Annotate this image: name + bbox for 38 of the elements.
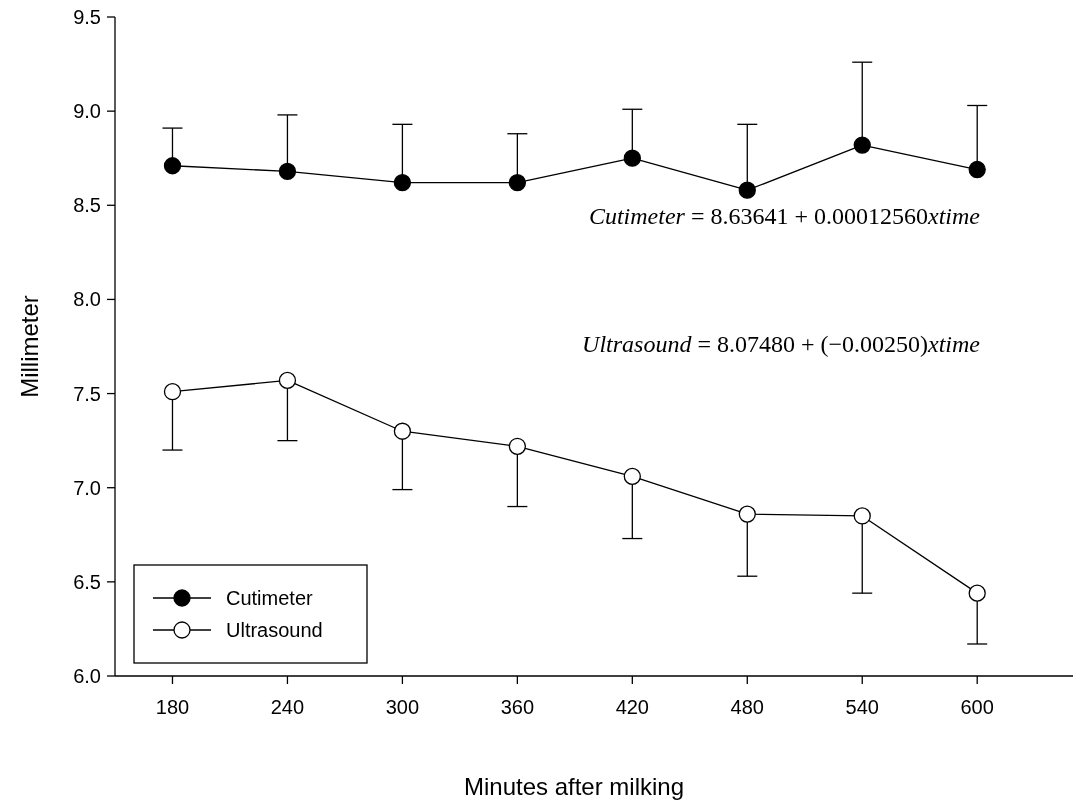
point — [968, 584, 986, 602]
y-tick-label: 9.5 — [73, 6, 101, 28]
y-tick-label: 6.5 — [73, 570, 101, 593]
point — [623, 467, 641, 486]
point — [853, 507, 871, 525]
point — [623, 149, 641, 167]
x-tick-label: 240 — [270, 696, 305, 718]
x-tick-label: 480 — [730, 696, 764, 718]
point — [278, 371, 297, 390]
point — [968, 160, 986, 179]
x-tick-label: 180 — [155, 696, 190, 718]
point — [508, 437, 527, 455]
x-tick-label: 420 — [615, 696, 650, 718]
annotation: Ultrasound = 8.07480 + (−0.00250)xtime — [582, 331, 981, 358]
y-axis-title: Millimeter — [16, 295, 43, 398]
point — [853, 136, 871, 154]
point — [163, 383, 182, 401]
annotation: Cutimeter = 8.63641 + 0.00012560xtime — [588, 203, 981, 230]
x-tick-label: 540 — [845, 696, 879, 718]
point — [163, 157, 182, 175]
x-tick-label: 300 — [385, 696, 420, 718]
y-tick-label: 8.0 — [73, 288, 101, 311]
point — [508, 174, 527, 192]
point — [278, 162, 297, 181]
y-tick-label: 7.5 — [73, 382, 101, 405]
y-tick-label: 7.0 — [73, 476, 101, 499]
point — [738, 505, 756, 523]
point — [393, 422, 412, 440]
x-tick-label: 360 — [500, 696, 535, 718]
x-tick-label: 600 — [960, 696, 994, 718]
point — [393, 174, 412, 192]
legend-label: Cutimeter — [226, 587, 314, 609]
point — [738, 181, 756, 199]
x-axis-title: Minutes after milking — [463, 773, 685, 800]
y-tick-label: 9.0 — [73, 100, 101, 123]
y-tick-label: 6.0 — [73, 665, 101, 687]
y-tick-label: 8.5 — [73, 194, 101, 217]
legend-label: Ultrasound — [226, 619, 323, 641]
